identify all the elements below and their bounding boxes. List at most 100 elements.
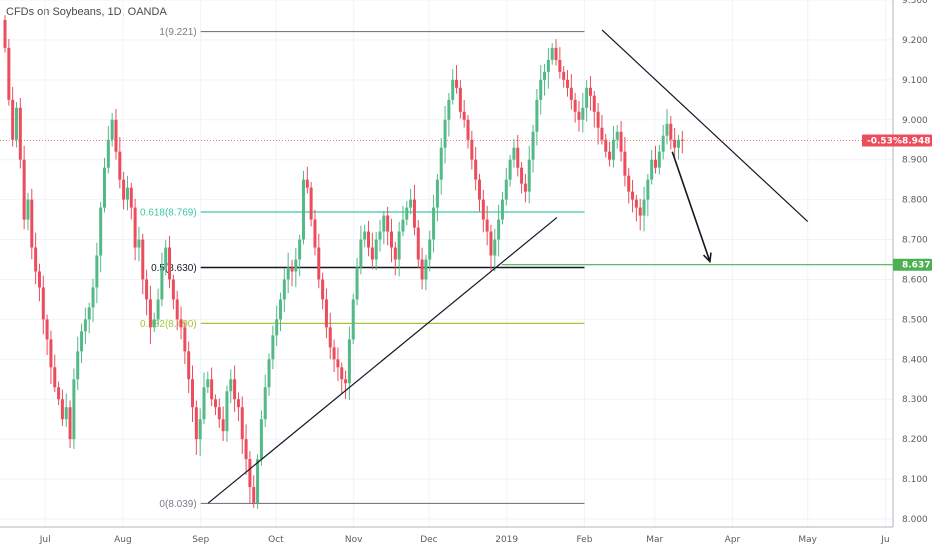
candle-body (187, 351, 191, 380)
candle-body (156, 299, 160, 320)
candle-body (91, 287, 95, 308)
candle-body (148, 299, 152, 328)
y-tick-label: 8.100 (902, 475, 928, 485)
candle-body (53, 367, 57, 388)
candle-body (248, 459, 252, 488)
candle-body (378, 231, 382, 240)
candle-body (401, 219, 405, 232)
candle-body (95, 255, 99, 288)
candle-body (175, 299, 179, 320)
x-tick-label: Apr (725, 535, 741, 545)
candle-body (600, 127, 604, 140)
candle-body (680, 139, 684, 141)
candle-body (129, 187, 133, 208)
candle-body (592, 95, 596, 112)
candle-body (569, 87, 573, 100)
candle-body (72, 379, 76, 440)
candle-body (30, 199, 34, 248)
candle-body (221, 419, 225, 432)
candle-body (520, 167, 524, 184)
candle-body (313, 219, 317, 248)
candle-body (240, 407, 244, 440)
candle-body (171, 279, 175, 300)
candle-body (409, 199, 413, 208)
candle-body (596, 111, 600, 128)
candle-body (397, 231, 401, 260)
candle-body (271, 335, 275, 360)
candle-body (202, 387, 206, 420)
candle-body (179, 319, 183, 328)
candle-body (412, 199, 416, 228)
y-tick-label: 8.000 (902, 515, 928, 525)
candle-body (145, 279, 149, 300)
candle-body (573, 99, 577, 112)
candle-body (122, 179, 126, 200)
candle-body (623, 151, 627, 176)
candle-body (76, 351, 80, 380)
candle-body (493, 239, 497, 256)
candle-body (206, 379, 210, 388)
y-tick-label: 9.300 (902, 0, 928, 6)
candle-body (118, 151, 122, 180)
fib-level-label: 0.618(8.769) (140, 207, 197, 218)
candle-body (336, 359, 340, 368)
candle-body (370, 247, 374, 260)
candle-body (554, 47, 558, 60)
fib-level-label: 0(8.039) (159, 499, 196, 510)
candle-body (87, 307, 91, 320)
candle-body (229, 379, 233, 392)
candle-body (244, 439, 248, 460)
x-tick-label: Aug (114, 535, 132, 545)
candle-body (99, 207, 103, 256)
candle-body (83, 319, 87, 332)
candle-body (45, 319, 49, 340)
candle-body (275, 319, 279, 336)
projection-arrow (671, 151, 711, 262)
candle-body (298, 239, 302, 260)
candle-body (646, 179, 650, 200)
candle-body (451, 79, 455, 100)
candle-body (500, 199, 504, 220)
candle-body (26, 199, 30, 220)
y-tick-label: 8.900 (902, 156, 928, 166)
candle-body (344, 379, 348, 384)
candle-body (585, 87, 589, 108)
candle-body (34, 247, 38, 272)
candle-body (80, 331, 84, 352)
candle-body (382, 215, 386, 232)
candle-body (340, 367, 344, 380)
candle-body (332, 347, 336, 360)
x-tick-label: Mar (646, 535, 663, 545)
x-tick-label: Nov (345, 535, 363, 545)
y-tick-label: 8.200 (902, 435, 928, 445)
candle-body (328, 327, 332, 348)
x-tick-label: Ju (880, 535, 889, 545)
candle-body (428, 239, 432, 260)
y-tick-label: 9.200 (902, 36, 928, 46)
x-tick-label: Sep (192, 535, 209, 545)
y-tick-label: 9.000 (902, 116, 928, 126)
candle-body (367, 231, 371, 248)
candle-body (581, 107, 585, 120)
chart-title: CFDs on Soybeans, 1D, OANDA (6, 6, 167, 18)
candle-body (152, 319, 156, 328)
candle-body (470, 139, 474, 160)
candle-body (477, 179, 481, 200)
candle-body (619, 131, 623, 152)
candle-body (64, 407, 68, 420)
candle-body (183, 327, 187, 352)
y-tick-label: 9.100 (902, 76, 928, 86)
candle-body (642, 199, 646, 216)
x-tick-label: Feb (576, 535, 592, 545)
candle-body (194, 407, 198, 440)
y-tick-label: 8.400 (902, 355, 928, 365)
uptrend-line (207, 217, 558, 504)
candle-body (481, 199, 485, 220)
candle-body (191, 379, 195, 408)
candle-body (141, 239, 145, 280)
candle-body (114, 119, 118, 152)
candle-body (631, 191, 635, 200)
candle-body (267, 359, 271, 388)
candle-body (558, 59, 562, 72)
